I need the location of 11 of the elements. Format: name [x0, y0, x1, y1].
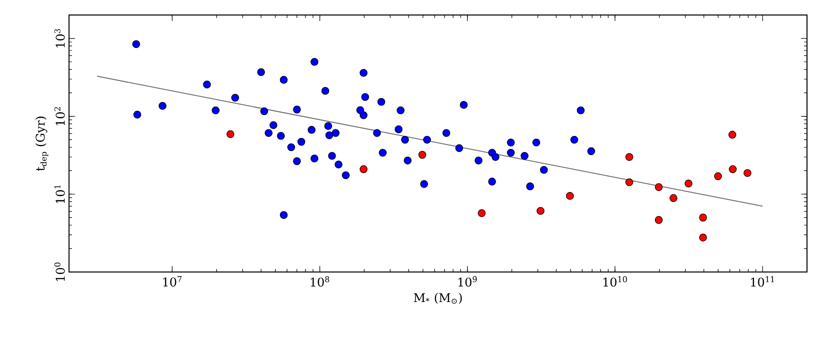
x-axis-title: M$_{*}$ (M$_{⊙}$) [414, 292, 462, 304]
y-tick-label: 10$^{3}$ [54, 29, 65, 48]
x-tick-label: 10$^{11}$ [751, 276, 774, 287]
x-tick-label: 10$^{7}$ [163, 276, 182, 287]
y-axis-title: t$_{dep}$ (Gyr) [35, 116, 48, 171]
x-tick-label: 10$^{10}$ [603, 276, 627, 287]
y-tick-label: 10$^{2}$ [54, 107, 65, 126]
y-tick-label: 10$^{0}$ [54, 262, 65, 281]
x-tick-label: 10$^{9}$ [458, 276, 477, 287]
y-tick-label: 10$^{1}$ [54, 185, 65, 204]
x-tick-label: 10$^{8}$ [310, 276, 330, 287]
